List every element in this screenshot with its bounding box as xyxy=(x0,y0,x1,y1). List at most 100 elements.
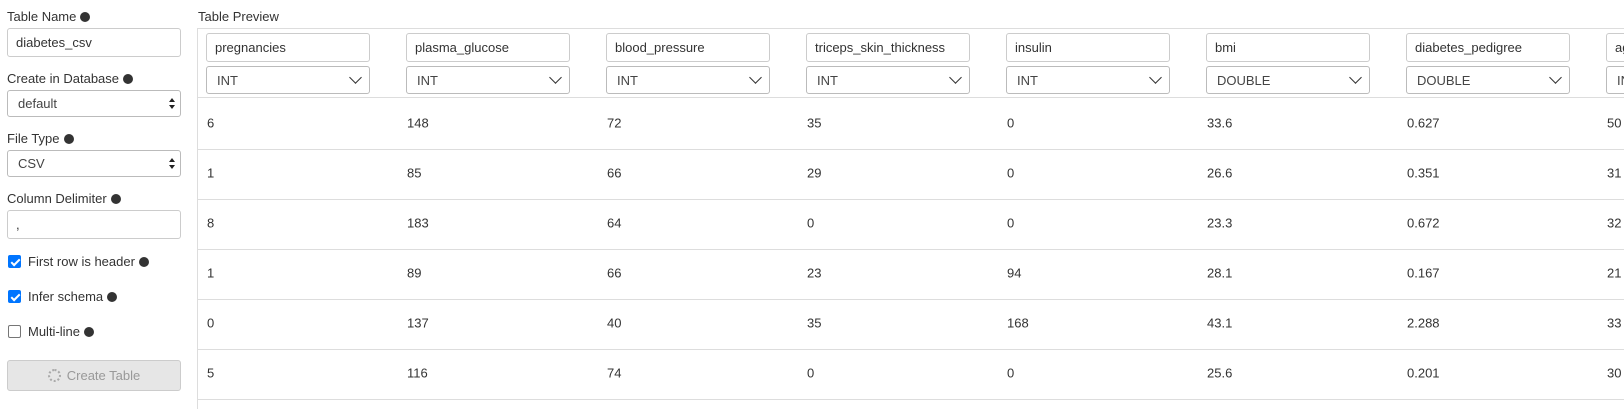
text-input[interactable]: , xyxy=(7,210,181,239)
table-cell: 66 xyxy=(607,265,622,281)
table-cell: 30 xyxy=(1607,365,1622,381)
select-chevron xyxy=(1149,71,1162,84)
row-divider xyxy=(197,249,1624,250)
help-icon xyxy=(110,194,121,204)
table-cell: 23 xyxy=(807,265,822,281)
table-cell: 85 xyxy=(407,165,422,181)
select-chevron xyxy=(549,71,562,84)
table-cell: 21 xyxy=(1607,265,1622,281)
help-icon xyxy=(80,12,91,22)
table-cell: 28.1 xyxy=(1207,265,1233,281)
table-cell: 40 xyxy=(607,315,622,331)
table-cell: 0 xyxy=(1007,215,1015,231)
table-cell: 64 xyxy=(607,215,622,231)
table-cell: 72 xyxy=(607,115,622,131)
column-name-input[interactable]: triceps_skin_thickness xyxy=(806,33,970,62)
row-divider xyxy=(197,349,1624,350)
help-icon xyxy=(107,292,118,302)
column-name-input[interactable]: pregnancies xyxy=(206,33,370,62)
column-type-select[interactable]: INT xyxy=(606,66,770,94)
table-cell: 32 xyxy=(1607,215,1622,231)
field-label: File Type xyxy=(7,131,74,146)
preview-border-left xyxy=(197,28,198,409)
table-cell: 183 xyxy=(407,215,429,231)
create-table-button: Create Table xyxy=(7,360,181,391)
table-cell: 5 xyxy=(207,365,215,381)
table-cell: 0.167 xyxy=(1407,265,1440,281)
column-type-select[interactable]: INT xyxy=(1006,66,1170,94)
help-icon xyxy=(123,74,134,84)
field-label: Create in Database xyxy=(7,71,134,86)
row-divider xyxy=(197,399,1624,400)
table-cell: 2.288 xyxy=(1407,315,1440,331)
column-name-input[interactable]: age xyxy=(1606,33,1624,62)
table-cell: 66 xyxy=(607,165,622,181)
column-name-input[interactable]: bmi xyxy=(1206,33,1370,62)
table-cell: 116 xyxy=(407,365,428,381)
table-cell: 25.6 xyxy=(1207,365,1233,381)
button-label: Create Table xyxy=(66,368,141,383)
column-type-select[interactable]: INT xyxy=(806,66,970,94)
table-cell: 0 xyxy=(1007,365,1015,381)
table-cell: 1 xyxy=(207,265,215,281)
table-cell: 0 xyxy=(807,365,815,381)
table-cell: 6 xyxy=(207,115,215,131)
table-cell: 31 xyxy=(1607,165,1622,181)
column-name-input[interactable]: insulin xyxy=(1006,33,1170,62)
row-divider xyxy=(197,299,1624,300)
table-cell: 23.3 xyxy=(1207,215,1233,231)
table-cell: 74 xyxy=(607,365,622,381)
select-chevron xyxy=(749,71,762,84)
select-chevron xyxy=(1549,71,1562,84)
checkbox-label: Multi-line xyxy=(28,324,95,339)
column-name-input[interactable]: plasma_glucose xyxy=(406,33,570,62)
field-label: Column Delimiter xyxy=(7,191,121,206)
table-cell: 33 xyxy=(1607,315,1622,331)
select[interactable]: CSV xyxy=(7,150,181,177)
spinner-icon xyxy=(47,369,61,382)
column-type-select[interactable]: DOUBLE xyxy=(1406,66,1570,94)
checkbox[interactable] xyxy=(8,255,21,268)
table-cell: 0.627 xyxy=(1407,115,1440,131)
checkbox[interactable] xyxy=(8,325,21,338)
row-divider xyxy=(197,149,1624,150)
table-cell: 148 xyxy=(407,115,429,131)
text-input[interactable]: diabetes_csv xyxy=(7,28,181,57)
select[interactable]: default xyxy=(7,90,181,117)
table-cell: 137 xyxy=(407,315,429,331)
checkbox[interactable] xyxy=(8,290,21,303)
table-cell: 33.6 xyxy=(1207,115,1233,131)
table-cell: 0 xyxy=(207,315,215,331)
column-type-select[interactable]: DOUBLE xyxy=(1206,66,1370,94)
column-type-select[interactable]: INT xyxy=(406,66,570,94)
table-cell: 0.201 xyxy=(1407,365,1440,381)
table-cell: 0.351 xyxy=(1407,165,1440,181)
field-label: Table Name xyxy=(7,9,91,24)
preview-border-top xyxy=(197,28,1624,29)
table-cell: 26.6 xyxy=(1207,165,1233,181)
column-type-select[interactable]: INT xyxy=(206,66,370,94)
table-cell: 0 xyxy=(1007,115,1015,131)
help-icon xyxy=(84,327,95,337)
table-cell: 0.672 xyxy=(1407,215,1440,231)
select-chevron xyxy=(349,71,362,84)
select-chevron xyxy=(1349,71,1362,84)
table-cell: 94 xyxy=(1007,265,1022,281)
column-type-select[interactable]: INT xyxy=(1606,66,1624,94)
table-cell: 89 xyxy=(407,265,422,281)
checkbox-label: First row is header xyxy=(28,254,149,269)
help-icon xyxy=(138,257,149,267)
table-cell: 35 xyxy=(807,115,822,131)
column-name-input[interactable]: blood_pressure xyxy=(606,33,770,62)
help-icon xyxy=(63,134,74,144)
preview-title: Table Preview xyxy=(198,9,279,24)
table-cell: 29 xyxy=(807,165,822,181)
column-name-input[interactable]: diabetes_pedigree xyxy=(1406,33,1570,62)
header-bottom xyxy=(197,97,1624,98)
table-cell: 43.1 xyxy=(1207,315,1233,331)
select-chevron xyxy=(949,71,962,84)
row-divider xyxy=(197,199,1624,200)
table-cell: 168 xyxy=(1007,315,1029,331)
table-cell: 0 xyxy=(1007,165,1015,181)
